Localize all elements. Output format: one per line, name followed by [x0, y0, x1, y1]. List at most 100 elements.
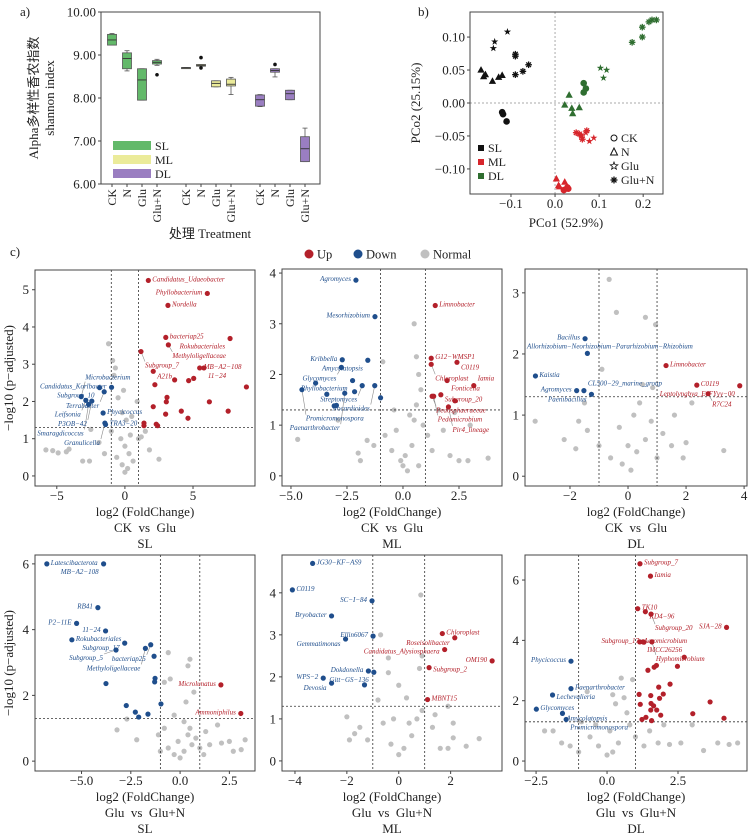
x-tick-label: 0.0 [599, 773, 615, 788]
normal-point [465, 458, 471, 464]
down-point-label: Smaragdicoccus [37, 429, 84, 437]
down-point-label: Leifsonia [54, 410, 82, 418]
normal-point [619, 461, 625, 467]
up-point-label: Subgroup_20 [655, 624, 693, 632]
comparison-label: Glu vs Glu+N [105, 805, 186, 820]
comparison-label: Glu vs Glu+N [352, 805, 433, 820]
up-point-label: TK10 [642, 604, 658, 612]
down-point [365, 357, 371, 363]
normal-point [618, 675, 624, 681]
label-leader-line [141, 648, 146, 665]
y-tick-label: 2 [513, 346, 520, 361]
point-ML-Glu [585, 137, 593, 145]
legend-shape-asterisk-icon [610, 176, 618, 184]
normal-point [660, 430, 666, 437]
y-tick-label: −0.10 [435, 161, 465, 176]
normal-point [123, 417, 129, 423]
x-tick-label: −2.5 [524, 773, 548, 788]
point-DL-N [575, 103, 583, 111]
box-DL-Glu [285, 89, 295, 101]
up-point [243, 384, 250, 390]
y-tick-label: 4 [270, 266, 277, 281]
point-DL-CK [580, 89, 587, 96]
legend-swatch-SL [478, 145, 484, 151]
legend-label-N: N [621, 145, 630, 159]
down-point [152, 679, 158, 685]
up-point [185, 415, 191, 421]
normal-point [532, 418, 538, 424]
y-tick-label: 6 [513, 573, 520, 588]
down-point-label: Glycomyces [303, 374, 337, 382]
point-ML-Glu+N [583, 127, 591, 134]
x-tick-label: −0.1 [499, 196, 523, 211]
normal-point [203, 728, 209, 735]
normal-point [559, 740, 565, 746]
down-point [581, 388, 587, 394]
normal-point [418, 592, 424, 598]
down-point-label: Candidatus_Korlbacter [40, 382, 107, 390]
up-point-label: Subgroup_7 [644, 559, 678, 567]
x-axis-label: log2 (FoldChange) [587, 504, 686, 519]
legend-label-SL: SL [155, 139, 169, 153]
point-ML-N [552, 174, 560, 182]
normal-point [401, 745, 407, 751]
down-point-label: Kribbella [309, 355, 337, 363]
x-tick-label: CK [105, 189, 119, 206]
volcano-ML-ck-vs-glu: Agromyces Limnobacter Mesorhizobium G12−WMS… [270, 266, 503, 551]
up-point-label: Subgroup_2 [433, 666, 467, 674]
down-point-label: Dokdonella [330, 666, 364, 674]
label-leader-line [448, 406, 453, 426]
up-point [636, 691, 642, 697]
normal-point [187, 725, 193, 731]
up-point [155, 423, 161, 429]
normal-point [661, 722, 667, 728]
down-point-label: 11−24 [82, 626, 101, 634]
point-ML-Glu [590, 134, 598, 141]
down-point-label: Promicromonospora [569, 723, 628, 731]
up-point [705, 391, 711, 397]
normal-point [485, 455, 491, 461]
normal-point [573, 446, 579, 452]
point-ML-N [561, 178, 569, 185]
normal-point [124, 716, 130, 722]
down-point-label: Subgroup_5 [69, 654, 103, 662]
normal-point [627, 722, 633, 728]
y-tick-label: 8.00 [73, 91, 96, 106]
normal-point [463, 743, 469, 749]
normal-point [134, 398, 140, 405]
down-point [339, 357, 345, 363]
up-point [681, 654, 687, 660]
point-DL-N [565, 91, 573, 98]
x-tick-label: 0 [395, 773, 402, 788]
legend-label-Glu+N: Glu+N [621, 173, 655, 187]
point-DL-Glu+N [653, 16, 660, 24]
normal-point [689, 400, 695, 406]
down-point [369, 598, 375, 604]
down-point-label: WPS−2 [296, 673, 318, 681]
legend-dot-up [304, 249, 314, 259]
normal-point [181, 748, 187, 754]
normal-point [50, 448, 56, 454]
normal-point [647, 728, 653, 734]
normal-point [413, 402, 420, 408]
normal-point [634, 449, 640, 455]
up-point-label: Chloroplast [446, 629, 480, 637]
normal-point [429, 447, 435, 454]
up-point-label: Subgroup_7 [145, 362, 179, 370]
up-point [442, 646, 448, 653]
normal-point [111, 372, 117, 378]
y-tick-label: 0.05 [442, 63, 465, 78]
normal-point [88, 426, 94, 432]
normal-point [683, 440, 689, 446]
pcoa-scatter: −0.1 0.0 0.1 0.2 −0.10 −0.05 0.00 0.05 0.10 SLMLD… [408, 11, 664, 230]
y-tick-label: 1 [513, 408, 520, 423]
normal-point [112, 365, 118, 371]
legend-swatch-DL [478, 173, 484, 179]
up-point [428, 355, 434, 361]
up-point [647, 573, 654, 579]
normal-point [642, 436, 649, 443]
y-tick-label: 6 [23, 556, 30, 571]
down-point-label: Lechevalieria [556, 693, 596, 701]
normal-point [165, 650, 171, 656]
